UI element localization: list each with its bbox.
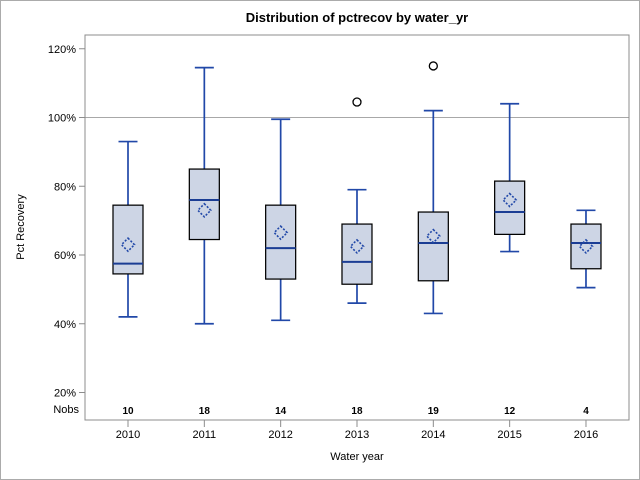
y-tick-label: 40% (54, 319, 76, 331)
y-axis-title: Pct Recovery (15, 194, 27, 260)
x-axis-title: Water year (330, 451, 384, 463)
nobs-value-2011: 18 (199, 406, 211, 417)
nobs-row-label: Nobs (53, 404, 79, 416)
y-tick-label: 120% (48, 44, 76, 56)
mean-diamond-2015 (502, 192, 518, 208)
x-tick-label-2015: 2015 (497, 429, 521, 441)
y-tick-label: 100% (48, 113, 76, 125)
x-tick-label-2010: 2010 (116, 429, 140, 441)
x-tick-label-2012: 2012 (268, 429, 292, 441)
iqr-box-2016 (570, 223, 602, 270)
y-tick-label: 60% (54, 250, 76, 262)
nobs-value-2013: 18 (351, 406, 363, 417)
nobs-value-2016: 4 (583, 406, 589, 417)
mean-diamond-2016 (578, 238, 594, 255)
iqr-box-2010 (112, 204, 144, 275)
iqr-box-2014 (417, 211, 449, 282)
y-tick-label: 80% (54, 181, 76, 193)
x-tick-label-2013: 2013 (345, 429, 369, 441)
mean-diamond-2011 (196, 202, 212, 218)
mean-diamond-2013 (349, 238, 365, 255)
iqr-box-2013 (341, 223, 373, 285)
outlier-point-2014 (428, 61, 438, 71)
outlier-point-2013 (352, 97, 362, 107)
y-tick-label: 20% (54, 388, 76, 400)
nobs-value-2012: 14 (275, 406, 287, 417)
nobs-value-2015: 12 (504, 406, 516, 417)
nobs-value-2010: 10 (122, 406, 134, 417)
x-tick-label-2011: 2011 (193, 429, 217, 441)
iqr-box-2015 (494, 180, 526, 235)
mean-diamond-2010 (120, 237, 136, 253)
nobs-value-2014: 19 (428, 406, 440, 417)
x-tick-label-2014: 2014 (421, 429, 445, 441)
mean-diamond-2012 (273, 225, 289, 241)
x-tick-label-2016: 2016 (574, 429, 598, 441)
chart-title: Distribution of pctrecov by water_yr (245, 10, 469, 25)
mean-diamond-2014 (425, 228, 441, 244)
iqr-box-2012 (265, 204, 297, 280)
